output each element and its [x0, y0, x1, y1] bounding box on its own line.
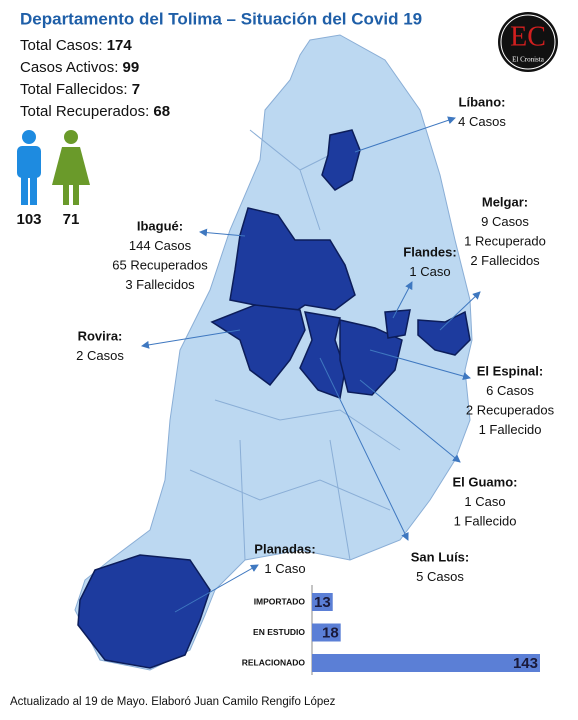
municipality-detail: 6 Casos	[486, 383, 534, 398]
municipality-detail: 144 Casos	[129, 238, 192, 253]
title: Departamento del Tolima – Situación del …	[20, 9, 422, 28]
bar-category: EN ESTUDIO	[253, 627, 305, 637]
logo-subtitle: El Cronista	[512, 56, 545, 64]
stat-label: Casos Activos:	[20, 59, 118, 76]
municipality-name: San Luís:	[411, 549, 470, 564]
stat-value: 99	[123, 59, 140, 76]
bar-category: IMPORTADO	[254, 596, 306, 606]
woman-icon	[52, 130, 90, 205]
municipality-name: Ibagué:	[137, 218, 183, 233]
stat: Total Recuperados: 68	[20, 103, 170, 120]
stat: Total Casos: 174	[20, 37, 132, 54]
municipality-detail: 5 Casos	[416, 569, 464, 584]
municipality-detail: 1 Caso	[409, 264, 450, 279]
stat-value: 174	[107, 37, 133, 54]
municipality-name: Líbano:	[459, 94, 506, 109]
municipality-detail: 1 Caso	[464, 494, 505, 509]
stat-label: Total Casos:	[20, 37, 103, 54]
stat-value: 68	[153, 103, 170, 120]
municipality-detail: 4 Casos	[458, 114, 506, 129]
women-count: 71	[63, 211, 80, 228]
stat-value: 7	[132, 81, 140, 98]
municipality-detail: 1 Fallecido	[479, 422, 542, 437]
municipality-name: Rovira:	[78, 328, 123, 343]
bar	[312, 623, 341, 642]
municipality-name: Flandes:	[403, 244, 456, 259]
municipality-detail: 1 Caso	[264, 561, 305, 576]
municipality-detail: 2 Casos	[76, 348, 124, 363]
men-count: 103	[16, 211, 41, 228]
bar	[312, 593, 333, 611]
footer: Actualizado al 19 de Mayo. Elaboró Juan …	[10, 696, 336, 708]
municipality-name: El Espinal:	[477, 363, 543, 378]
stat: Total Fallecidos: 7	[20, 81, 140, 98]
bar-chart: IMPORTADO 13 EN ESTUDIO 18 RELACIONADO 143	[242, 585, 540, 675]
arrows	[141, 116, 481, 613]
municipality-detail: 65 Recuperados	[112, 257, 208, 272]
municipality-detail: 2 Fallecidos	[470, 253, 540, 268]
municipality-detail: 1 Recuperado	[464, 233, 546, 248]
logo: EC El Cronista	[498, 12, 558, 72]
municipality-name: Melgar:	[482, 194, 528, 209]
municipality-detail: 1 Fallecido	[454, 513, 517, 528]
stat: Casos Activos: 99	[20, 59, 139, 76]
municipality-detail: 9 Casos	[481, 214, 529, 229]
bar-value: 143	[513, 655, 538, 672]
bar-category: RELACIONADO	[242, 657, 306, 667]
stat-label: Total Fallecidos:	[20, 81, 128, 98]
municipality-name: El Guamo:	[452, 474, 517, 489]
bar-value: 13	[314, 594, 331, 611]
map	[74, 34, 473, 671]
stat-label: Total Recuperados:	[20, 103, 149, 120]
bar-value: 18	[322, 624, 339, 641]
bar	[312, 654, 540, 672]
logo-text: EC	[510, 21, 546, 52]
municipality-detail: 2 Recuperados	[466, 402, 555, 417]
municipality-detail: 3 Fallecidos	[125, 277, 195, 292]
man-icon	[17, 130, 41, 205]
municipality-name: Planadas:	[254, 541, 315, 556]
